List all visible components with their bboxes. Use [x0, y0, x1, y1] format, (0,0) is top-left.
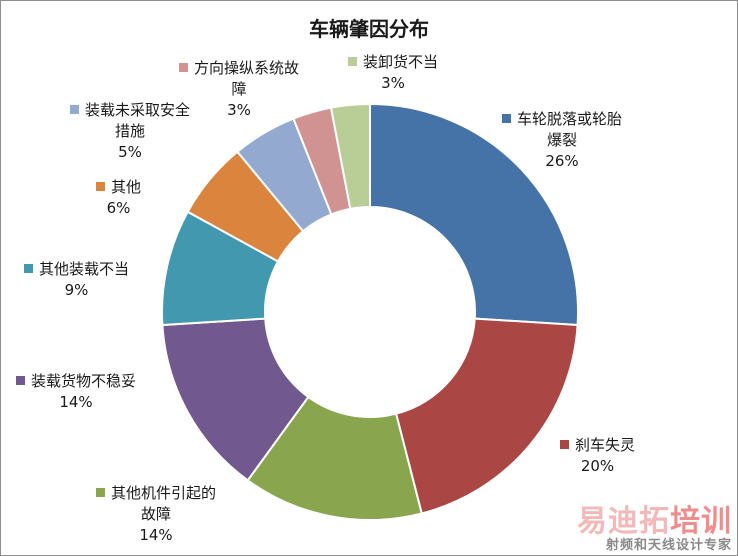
slice-label: 其他 6% — [96, 178, 141, 217]
slice-category-label: 爆裂 — [547, 131, 577, 149]
legend-swatch — [179, 63, 188, 72]
slice-category-label: 其他 — [111, 178, 141, 196]
slice-label: 装卸货不当 3% — [348, 53, 438, 92]
legend-swatch — [560, 440, 569, 449]
donut-slice — [329, 102, 371, 211]
legend-swatch — [16, 376, 25, 385]
donut-slice — [246, 395, 423, 521]
legend-swatch — [96, 182, 105, 191]
watermark-brand-part2: 培训 — [670, 504, 732, 539]
slice-percent-label: 3% — [381, 74, 405, 92]
slice-category-label: 装卸货不当 — [363, 53, 438, 71]
watermark: 易迪拓培训 射频和天线设计专家 — [577, 506, 732, 554]
slice-category-label: 装载未采取安全 — [85, 101, 190, 119]
slice-label: 刹车失灵 20% — [560, 436, 635, 475]
slice-category-label: 装载货物不稳妥 — [31, 372, 136, 390]
slice-percent-label: 20% — [581, 457, 614, 475]
slice-category-label: 故障 — [141, 505, 171, 523]
slice-category-label: 措施 — [115, 122, 145, 140]
slice-label: 装载货物不稳妥 14% — [16, 372, 136, 411]
legend-swatch — [348, 57, 357, 66]
slice-percent-label: 3% — [227, 101, 251, 119]
slice-category-label: 方向操纵系统故 — [194, 59, 299, 77]
donut-slice — [161, 317, 310, 482]
slice-label: 其他装载不当 9% — [24, 260, 129, 299]
slice-category-label: 其他机件引起的 — [111, 484, 216, 502]
legend-swatch — [70, 105, 79, 114]
watermark-tagline: 射频和天线设计专家 — [605, 538, 732, 553]
slice-category-label: 其他装载不当 — [39, 260, 129, 278]
donut-slice — [369, 102, 579, 327]
slice-percent-label: 14% — [59, 393, 92, 411]
legend-swatch — [96, 488, 105, 497]
chart-title: 车辆肇因分布 — [309, 17, 429, 41]
slice-percent-label: 5% — [118, 143, 142, 161]
watermark-brand-part1: 易迪拓 — [577, 504, 670, 539]
legend-swatch — [502, 114, 511, 123]
slice-percent-label: 9% — [65, 281, 89, 299]
legend-swatch — [24, 264, 33, 273]
slice-percent-label: 14% — [139, 526, 172, 544]
slice-category-label: 障 — [231, 80, 246, 98]
slice-category-label: 刹车失灵 — [575, 436, 635, 454]
slice-percent-label: 6% — [107, 199, 131, 217]
donut-slice — [394, 317, 579, 515]
slices-layer — [161, 102, 579, 521]
watermark-brand: 易迪拓培训 — [577, 506, 732, 538]
slice-category-label: 车轮脱落或轮胎 — [517, 110, 622, 128]
slice-percent-label: 26% — [545, 152, 578, 170]
